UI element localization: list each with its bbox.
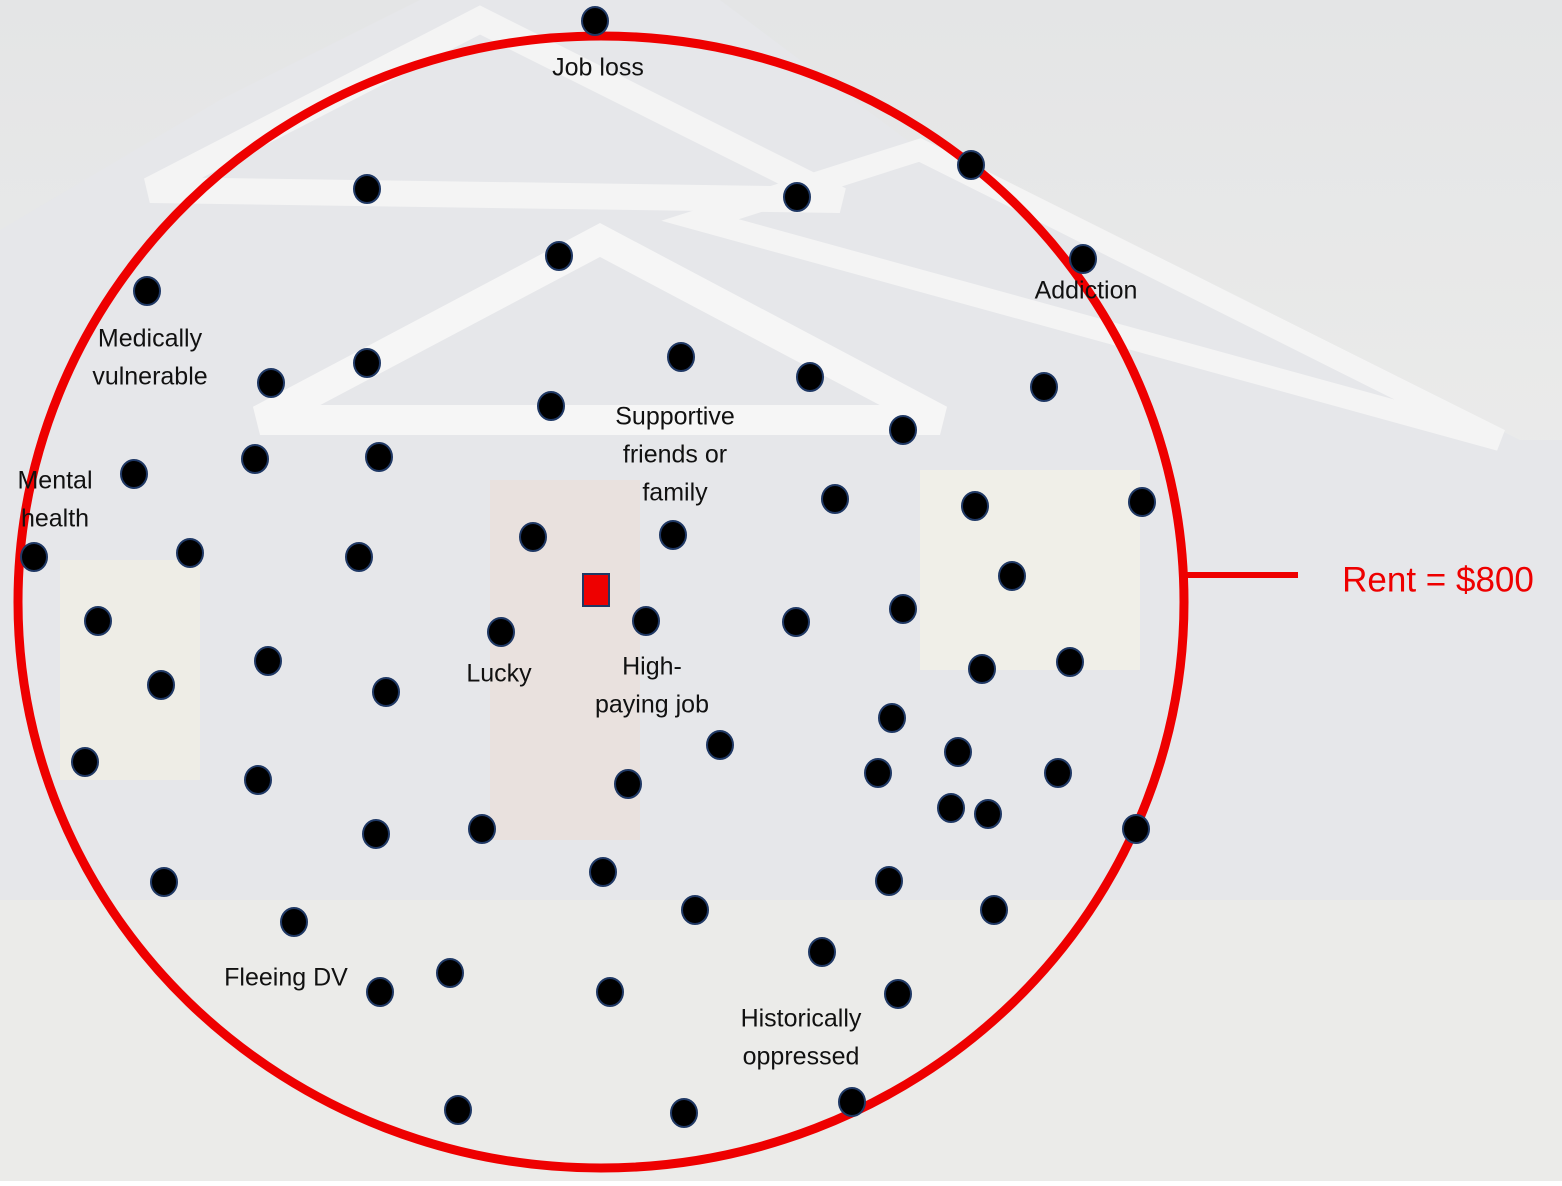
dot: [968, 654, 996, 684]
label: High-: [622, 653, 682, 681]
label: family: [642, 479, 708, 507]
dot: [71, 747, 99, 777]
dot: [1122, 814, 1150, 844]
dot: [589, 857, 617, 887]
label: Fleeing DV: [224, 964, 348, 992]
dot: [372, 677, 400, 707]
dot: [670, 1098, 698, 1128]
rent-circle: [13, 31, 1189, 1173]
dot: [667, 342, 695, 372]
dot: [147, 670, 175, 700]
dot: [796, 362, 824, 392]
dot: [1056, 647, 1084, 677]
label: Addiction: [1035, 277, 1138, 305]
dot: [884, 979, 912, 1009]
label: friends or: [623, 441, 727, 469]
dot: [280, 907, 308, 937]
dot: [365, 442, 393, 472]
dot: [545, 241, 573, 271]
dot: [257, 368, 285, 398]
dot: [487, 617, 515, 647]
label: Historically: [741, 1005, 862, 1033]
dot: [706, 730, 734, 760]
dot: [808, 937, 836, 967]
dot: [20, 542, 48, 572]
center-marker: [582, 573, 610, 607]
dot: [581, 6, 609, 36]
dot: [84, 606, 112, 636]
dot: [1030, 372, 1058, 402]
dot: [244, 765, 272, 795]
dot: [150, 867, 178, 897]
dot: [957, 150, 985, 180]
dot: [864, 758, 892, 788]
dot: [974, 799, 1002, 829]
dot: [889, 594, 917, 624]
label: Medically: [98, 325, 203, 353]
dot: [366, 977, 394, 1007]
dot: [659, 520, 687, 550]
label: Lucky: [466, 660, 532, 688]
dot: [614, 769, 642, 799]
dot: [133, 276, 161, 306]
dot: [254, 646, 282, 676]
dot: [998, 561, 1026, 591]
dot: [878, 703, 906, 733]
dot: [838, 1087, 866, 1117]
label: paying job: [595, 691, 709, 719]
dot: [937, 793, 965, 823]
dot: [782, 607, 810, 637]
label: health: [21, 505, 89, 533]
dot: [783, 182, 811, 212]
dot: [1128, 487, 1156, 517]
dot: [519, 522, 547, 552]
dot: [537, 391, 565, 421]
label: vulnerable: [92, 363, 207, 391]
dot: [362, 819, 390, 849]
dot: [944, 737, 972, 767]
label: oppressed: [743, 1043, 860, 1071]
dot: [345, 542, 373, 572]
dot: [875, 866, 903, 896]
dot: [468, 814, 496, 844]
label: Job loss: [552, 54, 644, 82]
dot: [821, 484, 849, 514]
label: Supportive: [615, 403, 735, 431]
dot: [889, 415, 917, 445]
dot: [120, 459, 148, 489]
label: Mental: [17, 467, 92, 495]
rent-label: Rent = $800: [1342, 560, 1534, 599]
dot: [1044, 758, 1072, 788]
dot: [353, 174, 381, 204]
dot: [444, 1095, 472, 1125]
dot: [961, 491, 989, 521]
dot: [241, 444, 269, 474]
dot: [436, 958, 464, 988]
dot: [596, 977, 624, 1007]
labels: Job loss Addiction Medically vulnerable Ment…: [17, 54, 1137, 1071]
dot: [1069, 244, 1097, 274]
dot: [353, 348, 381, 378]
dot: [681, 895, 709, 925]
dot: [980, 895, 1008, 925]
dots: [20, 6, 1156, 1128]
dot: [632, 606, 660, 636]
dot: [176, 538, 204, 568]
